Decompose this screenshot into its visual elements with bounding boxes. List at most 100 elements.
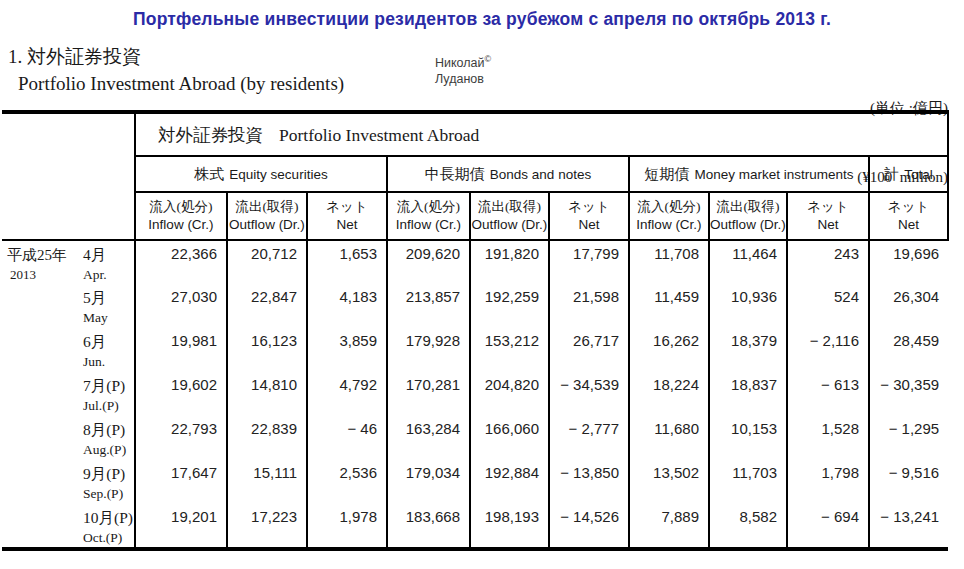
subheader-bonds-inflow: 流入(処分)Inflow (Cr.) bbox=[387, 192, 470, 240]
value-cell: 22,793 bbox=[135, 416, 227, 460]
watermark-name-line: Николай© bbox=[435, 54, 491, 71]
section-heading-jp: 1. 対外証券投資 bbox=[8, 46, 344, 69]
row-label-cell: 9月(P)Sep.(P) bbox=[2, 460, 135, 504]
group-total: 計Total bbox=[869, 156, 948, 192]
value-cell: − 1,295 bbox=[869, 416, 948, 460]
value-cell: 22,839 bbox=[227, 416, 307, 460]
row-month-jp: 5月 bbox=[83, 287, 134, 309]
table-body: 平成25年4月2013Apr.22,36620,7121,653209,6201… bbox=[2, 240, 948, 549]
value-cell: 1,653 bbox=[307, 240, 387, 284]
value-cell: 1,978 bbox=[307, 504, 387, 549]
row-era-en bbox=[7, 485, 79, 503]
value-cell: − 2,777 bbox=[549, 416, 629, 460]
value-cell: 4,183 bbox=[307, 284, 387, 328]
table-row: 6月Jun.19,98116,1233,859179,928153,21226,… bbox=[2, 328, 948, 372]
stub-header-cell bbox=[2, 112, 135, 240]
value-cell: 191,820 bbox=[470, 240, 549, 284]
value-cell: 13,502 bbox=[629, 460, 709, 504]
value-cell: 204,820 bbox=[470, 372, 549, 416]
value-cell: 7,889 bbox=[629, 504, 709, 549]
header-row-subcolumns: 流入(処分)Inflow (Cr.) 流出(取得)Outflow (Dr.) ネ… bbox=[2, 192, 948, 240]
subheader-mmi-outflow: 流出(取得)Outflow (Dr.) bbox=[709, 192, 787, 240]
row-month-jp: 8月(P) bbox=[83, 419, 134, 441]
subheader-total-net: ネットNet bbox=[869, 192, 948, 240]
value-cell: 8,582 bbox=[709, 504, 787, 549]
value-cell: 4,792 bbox=[307, 372, 387, 416]
author-watermark: Николай© Луданов bbox=[435, 54, 491, 88]
value-cell: 198,193 bbox=[470, 504, 549, 549]
page-title: Портфельные инвестиции резидентов за руб… bbox=[0, 9, 964, 30]
value-cell: 22,366 bbox=[135, 240, 227, 284]
row-era-jp bbox=[7, 375, 79, 397]
group-bonds-and-notes: 中長期債Bonds and notes bbox=[387, 156, 629, 192]
table-container: 対外証券投資 Portfolio Investment Abroad 株式Equ… bbox=[2, 110, 949, 551]
value-cell: 14,810 bbox=[227, 372, 307, 416]
table-row: 9月(P)Sep.(P)17,64715,1112,536179,034192,… bbox=[2, 460, 948, 504]
value-cell: 3,859 bbox=[307, 328, 387, 372]
row-era-jp bbox=[7, 419, 79, 441]
table-row: 7月(P)Jul.(P)19,60214,8104,792170,281204,… bbox=[2, 372, 948, 416]
subheader-equity-outflow: 流出(取得)Outflow (Dr.) bbox=[227, 192, 307, 240]
row-era-jp: 平成25年 bbox=[7, 244, 79, 266]
value-cell: 192,884 bbox=[470, 460, 549, 504]
value-cell: 213,857 bbox=[387, 284, 470, 328]
row-era-jp bbox=[7, 507, 79, 529]
value-cell: 11,459 bbox=[629, 284, 709, 328]
value-cell: 183,668 bbox=[387, 504, 470, 549]
subheader-equity-inflow: 流入(処分)Inflow (Cr.) bbox=[135, 192, 227, 240]
value-cell: − 14,526 bbox=[549, 504, 629, 549]
row-label-cell: 10月(P)Oct.(P) bbox=[2, 504, 135, 549]
value-cell: 15,111 bbox=[227, 460, 307, 504]
row-month-en: Jul.(P) bbox=[83, 397, 134, 415]
row-label-cell: 7月(P)Jul.(P) bbox=[2, 372, 135, 416]
table-title-jp: 対外証券投資 bbox=[158, 123, 263, 147]
subheader-bonds-outflow: 流出(取得)Outflow (Dr.) bbox=[470, 192, 549, 240]
value-cell: 27,030 bbox=[135, 284, 227, 328]
row-month-jp: 10月(P) bbox=[83, 507, 134, 529]
value-cell: 18,224 bbox=[629, 372, 709, 416]
value-cell: 524 bbox=[787, 284, 869, 328]
value-cell: 243 bbox=[787, 240, 869, 284]
subheader-bonds-net: ネットNet bbox=[549, 192, 629, 240]
row-month-en: Apr. bbox=[83, 266, 134, 284]
row-label-cell: 5月May bbox=[2, 284, 135, 328]
row-month-jp: 7月(P) bbox=[83, 375, 134, 397]
copyright-mark: © bbox=[485, 54, 492, 64]
value-cell: − 694 bbox=[787, 504, 869, 549]
table-row: 10月(P)Oct.(P)19,20117,2231,978183,668198… bbox=[2, 504, 948, 549]
value-cell: 21,598 bbox=[549, 284, 629, 328]
value-cell: 19,696 bbox=[869, 240, 948, 284]
row-label-cell: 8月(P)Aug.(P) bbox=[2, 416, 135, 460]
value-cell: − 2,116 bbox=[787, 328, 869, 372]
value-cell: 16,262 bbox=[629, 328, 709, 372]
value-cell: 20,712 bbox=[227, 240, 307, 284]
value-cell: 26,717 bbox=[549, 328, 629, 372]
subheader-mmi-inflow: 流入(処分)Inflow (Cr.) bbox=[629, 192, 709, 240]
value-cell: 2,536 bbox=[307, 460, 387, 504]
section-heading: 1. 対外証券投資 Portfolio Investment Abroad (b… bbox=[8, 46, 344, 96]
row-era-jp bbox=[7, 331, 79, 353]
row-month-en: May bbox=[83, 309, 134, 327]
value-cell: 1,528 bbox=[787, 416, 869, 460]
row-era-en bbox=[7, 353, 79, 371]
row-month-en: Sep.(P) bbox=[83, 485, 134, 503]
value-cell: 1,798 bbox=[787, 460, 869, 504]
header-row-span-title: 対外証券投資 Portfolio Investment Abroad bbox=[2, 112, 948, 156]
value-cell: 19,981 bbox=[135, 328, 227, 372]
value-cell: 10,936 bbox=[709, 284, 787, 328]
row-era-en bbox=[7, 529, 79, 547]
value-cell: 163,284 bbox=[387, 416, 470, 460]
table-row: 平成25年4月2013Apr.22,36620,7121,653209,6201… bbox=[2, 240, 948, 284]
value-cell: 166,060 bbox=[470, 416, 549, 460]
watermark-surname-line: Луданов bbox=[435, 71, 491, 87]
value-cell: 16,123 bbox=[227, 328, 307, 372]
table-title-en: Portfolio Investment Abroad bbox=[279, 125, 479, 146]
value-cell: 28,459 bbox=[869, 328, 948, 372]
subheader-equity-net: ネットNet bbox=[307, 192, 387, 240]
value-cell: 179,928 bbox=[387, 328, 470, 372]
row-month-en: Jun. bbox=[83, 353, 134, 371]
value-cell: 26,304 bbox=[869, 284, 948, 328]
value-cell: 17,223 bbox=[227, 504, 307, 549]
value-cell: 11,708 bbox=[629, 240, 709, 284]
row-month-jp: 4月 bbox=[83, 244, 134, 266]
